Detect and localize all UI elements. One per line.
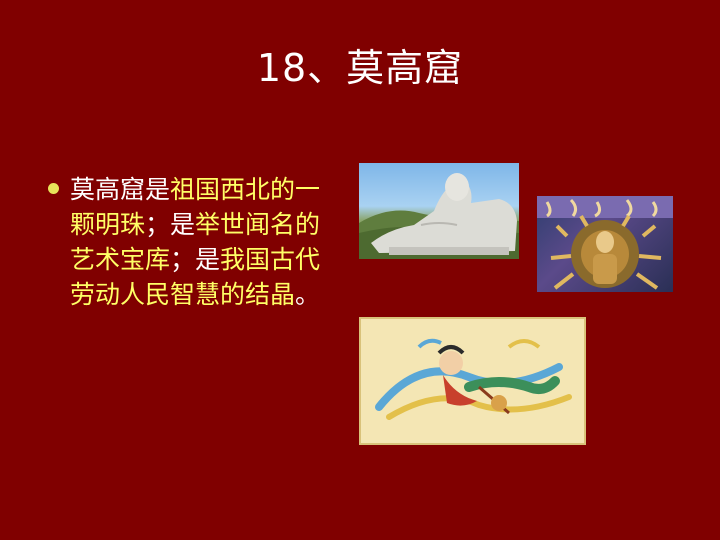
text-highlight-1: 祖国西北的一颗明珠 — [70, 175, 321, 239]
reclining-buddha-photo — [359, 163, 519, 259]
text-highlight-3: 我国古代劳动人民智慧的结晶 — [70, 245, 321, 309]
text-white-3: ；是 — [170, 245, 221, 274]
text-white-1: 莫高窟是 — [70, 175, 171, 204]
text-white-4: 。 — [295, 280, 321, 309]
bullet-item-text: 莫高窟是祖国西北的一颗明珠；是举世闻名的艺术宝库；是我国古代劳动人民智慧的结晶。 — [70, 172, 332, 312]
guanyin-mural-photo — [537, 196, 673, 292]
text-white-2: ；是 — [145, 210, 196, 239]
slide-title: 18、莫高窟 — [256, 46, 464, 90]
flying-apsara-photo — [359, 317, 586, 445]
text-highlight-2: 举世闻名的艺术宝库 — [70, 210, 321, 274]
bullet-dot — [48, 183, 59, 194]
